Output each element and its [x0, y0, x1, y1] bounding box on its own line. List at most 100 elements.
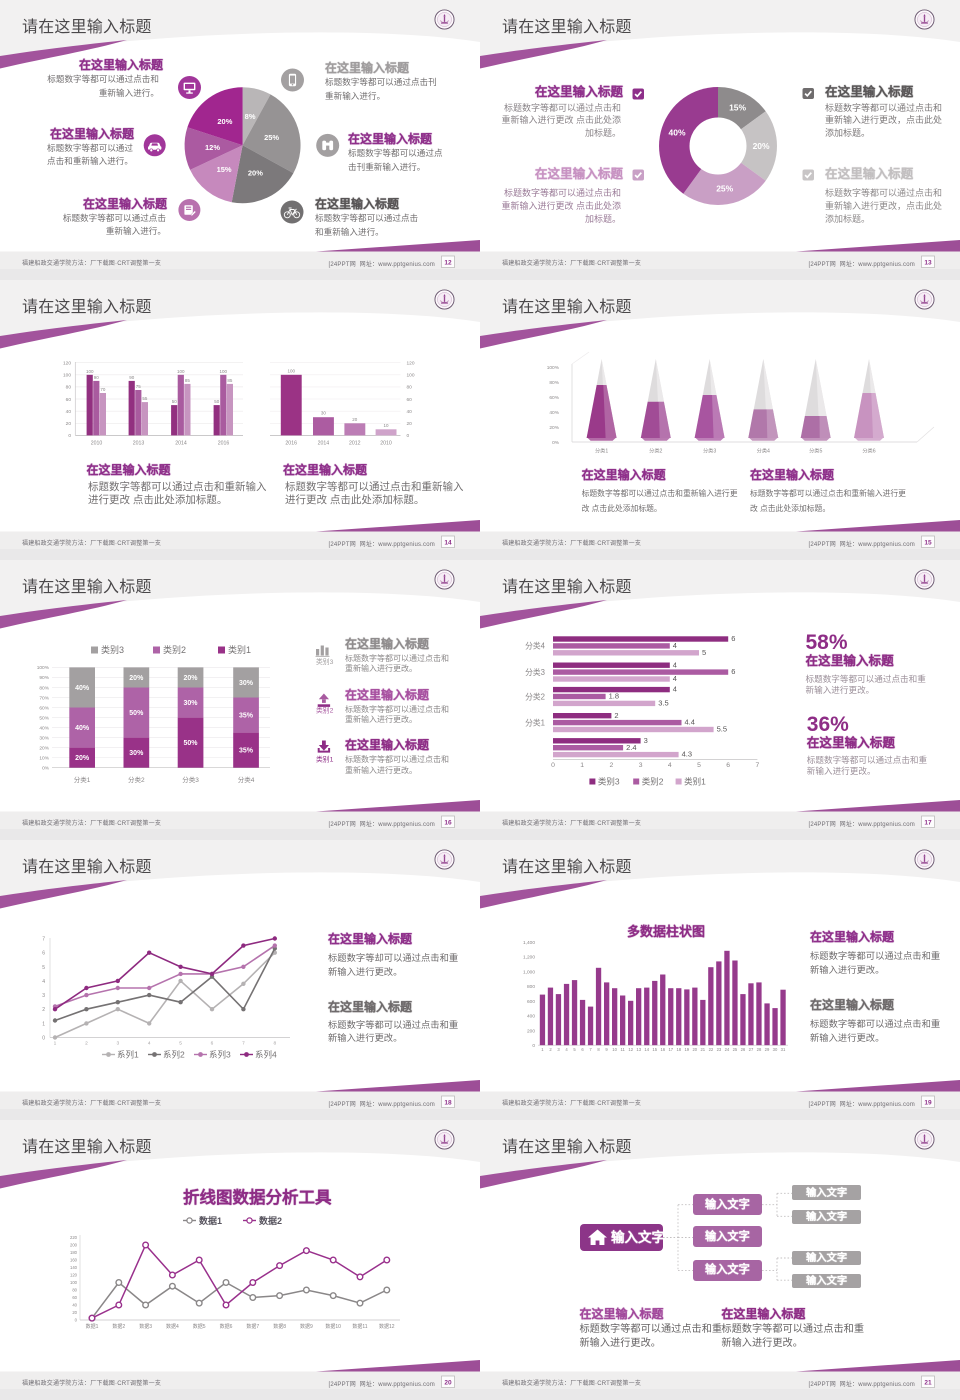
- svg-text:19: 19: [924, 1100, 932, 1107]
- svg-text:100%: 100%: [547, 365, 560, 371]
- svg-text:600: 600: [527, 999, 535, 1005]
- svg-text:20: 20: [444, 1380, 452, 1387]
- svg-text:数据11: 数据11: [352, 1323, 367, 1330]
- svg-text:50%: 50%: [183, 740, 198, 747]
- svg-text:30: 30: [773, 1047, 778, 1052]
- svg-text:1: 1: [42, 1021, 45, 1027]
- svg-text:24: 24: [725, 1047, 730, 1052]
- svg-text:5: 5: [702, 648, 706, 657]
- svg-text:120: 120: [407, 361, 415, 367]
- svg-text:100: 100: [70, 1280, 78, 1285]
- svg-text:21: 21: [924, 1380, 932, 1387]
- svg-text:分类6: 分类6: [862, 447, 875, 455]
- svg-text:35%: 35%: [239, 713, 254, 720]
- svg-text:60: 60: [66, 397, 72, 403]
- svg-text:28: 28: [757, 1047, 762, 1052]
- svg-text:20%: 20%: [753, 141, 770, 151]
- svg-text:6: 6: [211, 1041, 214, 1047]
- svg-text:25%: 25%: [716, 184, 733, 194]
- svg-text:20: 20: [72, 1310, 77, 1315]
- svg-text:系列4: 系列4: [255, 1050, 277, 1060]
- svg-text:7: 7: [42, 937, 45, 943]
- svg-text:18: 18: [444, 1100, 452, 1107]
- svg-text:分类3: 分类3: [703, 447, 716, 455]
- svg-text:25%: 25%: [264, 133, 279, 142]
- svg-text:3: 3: [644, 736, 648, 745]
- svg-text:分类4: 分类4: [757, 447, 770, 455]
- svg-text:2016: 2016: [285, 441, 297, 447]
- svg-text:8: 8: [273, 1041, 276, 1047]
- svg-text:140: 140: [70, 1265, 78, 1270]
- svg-text:3: 3: [557, 1047, 560, 1052]
- svg-text:类别3: 类别3: [598, 777, 620, 787]
- svg-text:27: 27: [749, 1047, 754, 1052]
- svg-text:80%: 80%: [39, 685, 49, 691]
- svg-text:20%: 20%: [129, 675, 144, 682]
- svg-text:15: 15: [924, 540, 932, 547]
- svg-text:50%: 50%: [129, 710, 144, 717]
- svg-text:6: 6: [42, 951, 45, 957]
- svg-text:31: 31: [781, 1047, 786, 1052]
- svg-text:120: 120: [70, 1273, 78, 1278]
- svg-text:类别3: 类别3: [316, 657, 334, 666]
- svg-text:60: 60: [407, 397, 413, 403]
- svg-text:30: 30: [321, 411, 327, 416]
- svg-text:15%: 15%: [217, 165, 232, 174]
- svg-text:30%: 30%: [129, 750, 144, 757]
- svg-text:30%: 30%: [183, 700, 198, 707]
- svg-text:1: 1: [54, 1041, 57, 1047]
- svg-text:220: 220: [70, 1235, 78, 1240]
- svg-text:2: 2: [610, 762, 614, 769]
- svg-text:0%: 0%: [42, 766, 50, 772]
- svg-text:200: 200: [70, 1243, 78, 1248]
- svg-text:20%: 20%: [75, 755, 90, 762]
- svg-text:6: 6: [581, 1047, 584, 1052]
- svg-text:4: 4: [673, 674, 677, 683]
- svg-text:85: 85: [185, 378, 191, 383]
- svg-text:200: 200: [527, 1028, 535, 1034]
- svg-text:14: 14: [644, 1047, 649, 1052]
- svg-text:30%: 30%: [39, 735, 49, 741]
- svg-text:90: 90: [94, 375, 100, 380]
- svg-text:7: 7: [589, 1047, 592, 1052]
- svg-text:20%: 20%: [248, 169, 263, 178]
- svg-text:分类3: 分类3: [182, 775, 199, 784]
- svg-text:6: 6: [731, 634, 735, 643]
- svg-text:35%: 35%: [239, 748, 254, 755]
- svg-text:12: 12: [444, 260, 452, 267]
- svg-text:14: 14: [444, 540, 452, 547]
- svg-text:4: 4: [673, 685, 677, 694]
- svg-text:10: 10: [383, 423, 389, 428]
- svg-text:数据10: 数据10: [325, 1323, 341, 1330]
- svg-text:20: 20: [352, 417, 358, 422]
- svg-text:5: 5: [42, 965, 45, 971]
- svg-text:数据5: 数据5: [193, 1323, 206, 1330]
- svg-text:5: 5: [573, 1047, 576, 1052]
- svg-text:40: 40: [66, 409, 72, 415]
- svg-text:40%: 40%: [75, 685, 90, 692]
- svg-text:5: 5: [179, 1041, 182, 1047]
- svg-text:100%: 100%: [37, 665, 50, 671]
- svg-text:75: 75: [136, 384, 142, 389]
- svg-text:13: 13: [636, 1047, 641, 1052]
- svg-text:25: 25: [733, 1047, 738, 1052]
- svg-text:20%: 20%: [183, 675, 198, 682]
- svg-text:分类4: 分类4: [238, 775, 255, 784]
- svg-text:7: 7: [242, 1041, 245, 1047]
- svg-text:0: 0: [407, 433, 410, 439]
- svg-text:2014: 2014: [175, 441, 187, 447]
- svg-text:120: 120: [63, 361, 71, 367]
- svg-text:100: 100: [407, 373, 415, 379]
- svg-text:数据1: 数据1: [86, 1323, 99, 1330]
- svg-text:20: 20: [692, 1047, 697, 1052]
- svg-text:8: 8: [597, 1047, 600, 1052]
- svg-text:30%: 30%: [239, 680, 254, 687]
- svg-text:数据3: 数据3: [139, 1323, 152, 1330]
- svg-text:0: 0: [551, 762, 555, 769]
- svg-text:4: 4: [565, 1047, 568, 1052]
- svg-text:2016: 2016: [218, 441, 230, 447]
- svg-text:1,200: 1,200: [523, 955, 535, 961]
- svg-text:3: 3: [639, 762, 643, 769]
- svg-text:40: 40: [407, 409, 413, 415]
- svg-text:分类2: 分类2: [525, 691, 545, 701]
